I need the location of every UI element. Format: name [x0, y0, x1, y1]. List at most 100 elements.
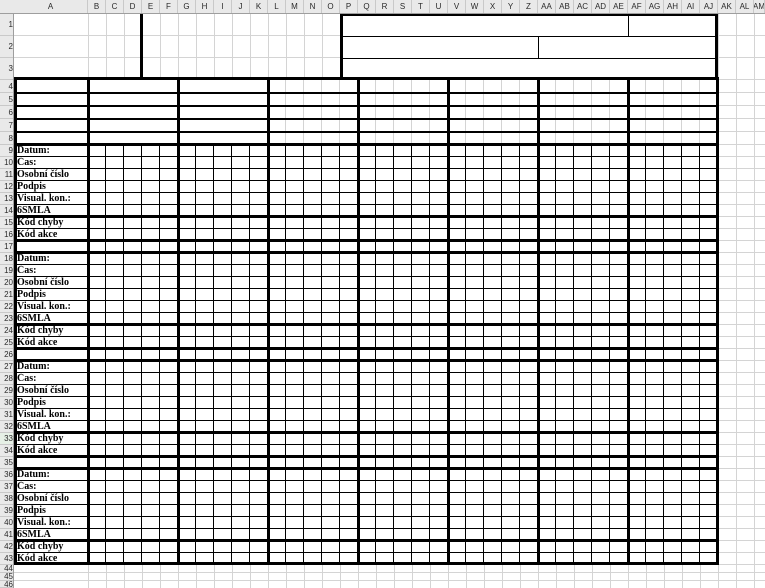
column-header-I[interactable]: I: [214, 0, 232, 13]
label-cell-a36[interactable]: Datum:: [17, 469, 50, 480]
row-header-21[interactable]: 21: [0, 289, 14, 301]
row-header-43[interactable]: 43: [0, 553, 14, 565]
label-cell-a20[interactable]: Osobní číslo: [17, 277, 69, 288]
column-header-O[interactable]: O: [322, 0, 340, 13]
row-header-17[interactable]: 17: [0, 241, 14, 253]
label-cell-a40[interactable]: Visual. kon.:: [17, 517, 71, 528]
column-header-H[interactable]: H: [196, 0, 214, 13]
label-cell-a10[interactable]: Čas:: [17, 157, 37, 168]
row-header-13[interactable]: 13: [0, 193, 14, 205]
label-cell-a16[interactable]: Kód akce: [17, 229, 58, 240]
row-header-37[interactable]: 37: [0, 481, 14, 493]
column-header-A[interactable]: A: [14, 0, 88, 13]
column-header-AG[interactable]: AG: [646, 0, 664, 13]
column-header-AI[interactable]: AI: [682, 0, 700, 13]
column-header-L[interactable]: L: [268, 0, 286, 13]
label-cell-a38[interactable]: Osobní číslo: [17, 493, 69, 504]
row-header-31[interactable]: 31: [0, 409, 14, 421]
row-header-29[interactable]: 29: [0, 385, 14, 397]
column-header-N[interactable]: N: [304, 0, 322, 13]
column-header-P[interactable]: P: [340, 0, 358, 13]
entry-header-region[interactable]: [14, 80, 718, 145]
row-header-19[interactable]: 19: [0, 265, 14, 277]
row-header-15[interactable]: 15: [0, 217, 14, 229]
label-cell-a23[interactable]: 6SMLA: [17, 313, 51, 324]
column-header-AJ[interactable]: AJ: [700, 0, 718, 13]
label-cell-a31[interactable]: Visual. kon.:: [17, 409, 71, 420]
row-header-1[interactable]: 1: [0, 14, 14, 36]
column-header-W[interactable]: W: [466, 0, 484, 13]
title-block[interactable]: [340, 14, 718, 80]
column-header-AB[interactable]: AB: [556, 0, 574, 13]
column-header-AA[interactable]: AA: [538, 0, 556, 13]
row-header-26[interactable]: 26: [0, 349, 14, 361]
label-cell-a33[interactable]: Kód chyby: [17, 433, 64, 444]
label-cell-a43[interactable]: Kód akce: [17, 553, 58, 564]
row-header-22[interactable]: 22: [0, 301, 14, 313]
label-cell-a29[interactable]: Osobní číslo: [17, 385, 69, 396]
row-header-12[interactable]: 12: [0, 181, 14, 193]
label-cell-a37[interactable]: Čas:: [17, 481, 37, 492]
label-cell-a42[interactable]: Kód chyby: [17, 541, 64, 552]
label-cell-a39[interactable]: Podpis: [17, 505, 46, 516]
row-header-20[interactable]: 20: [0, 277, 14, 289]
label-cell-a19[interactable]: Čas:: [17, 265, 37, 276]
row-header-44[interactable]: 44: [0, 565, 14, 573]
row-header-42[interactable]: 42: [0, 541, 14, 553]
column-header-S[interactable]: S: [394, 0, 412, 13]
row-header-10[interactable]: 10: [0, 157, 14, 169]
label-cell-a13[interactable]: Visual. kon.:: [17, 193, 71, 204]
column-header-F[interactable]: F: [160, 0, 178, 13]
row-header-32[interactable]: 32: [0, 421, 14, 433]
row-header-34[interactable]: 34: [0, 445, 14, 457]
column-header-AF[interactable]: AF: [628, 0, 646, 13]
row-header-30[interactable]: 30: [0, 397, 14, 409]
row-header-7[interactable]: 7: [0, 119, 14, 132]
column-header-Z[interactable]: Z: [520, 0, 538, 13]
row-header-8[interactable]: 8: [0, 132, 14, 145]
label-cell-a41[interactable]: 6SMLA: [17, 529, 51, 540]
row-header-23[interactable]: 23: [0, 313, 14, 325]
row-header-24[interactable]: 24: [0, 325, 14, 337]
label-cell-a25[interactable]: Kód akce: [17, 337, 58, 348]
row-header-14[interactable]: 14: [0, 205, 14, 217]
column-header-Q[interactable]: Q: [358, 0, 376, 13]
label-cell-a12[interactable]: Podpis: [17, 181, 46, 192]
column-header-K[interactable]: K: [250, 0, 268, 13]
column-header-D[interactable]: D: [124, 0, 142, 13]
row-header-4[interactable]: 4: [0, 80, 14, 93]
column-header-B[interactable]: B: [88, 0, 106, 13]
label-cell-a15[interactable]: Kód chyby: [17, 217, 64, 228]
row-header-25[interactable]: 25: [0, 337, 14, 349]
row-header-46[interactable]: 46: [0, 581, 14, 588]
row-header-35[interactable]: 35: [0, 457, 14, 469]
column-header-U[interactable]: U: [430, 0, 448, 13]
label-cell-a27[interactable]: Datum:: [17, 361, 50, 372]
column-header-V[interactable]: V: [448, 0, 466, 13]
row-header-11[interactable]: 11: [0, 169, 14, 181]
column-header-R[interactable]: R: [376, 0, 394, 13]
column-header-E[interactable]: E: [142, 0, 160, 13]
label-cell-a22[interactable]: Visual. kon.:: [17, 301, 71, 312]
column-header-X[interactable]: X: [484, 0, 502, 13]
row-header-39[interactable]: 39: [0, 505, 14, 517]
column-header-AH[interactable]: AH: [664, 0, 682, 13]
row-header-16[interactable]: 16: [0, 229, 14, 241]
row-header-5[interactable]: 5: [0, 93, 14, 106]
row-header-36[interactable]: 36: [0, 469, 14, 481]
row-header-45[interactable]: 45: [0, 573, 14, 581]
label-cell-a24[interactable]: Kód chyby: [17, 325, 64, 336]
row-header-6[interactable]: 6: [0, 106, 14, 119]
row-header-9[interactable]: 9: [0, 145, 14, 157]
column-header-AE[interactable]: AE: [610, 0, 628, 13]
label-cell-a30[interactable]: Podpis: [17, 397, 46, 408]
column-header-G[interactable]: G: [178, 0, 196, 13]
label-cell-a11[interactable]: Osobní číslo: [17, 169, 69, 180]
row-header-40[interactable]: 40: [0, 517, 14, 529]
label-cell-a34[interactable]: Kód akce: [17, 445, 58, 456]
row-header-41[interactable]: 41: [0, 529, 14, 541]
row-header-18[interactable]: 18: [0, 253, 14, 265]
row-header-38[interactable]: 38: [0, 493, 14, 505]
label-cell-a21[interactable]: Podpis: [17, 289, 46, 300]
